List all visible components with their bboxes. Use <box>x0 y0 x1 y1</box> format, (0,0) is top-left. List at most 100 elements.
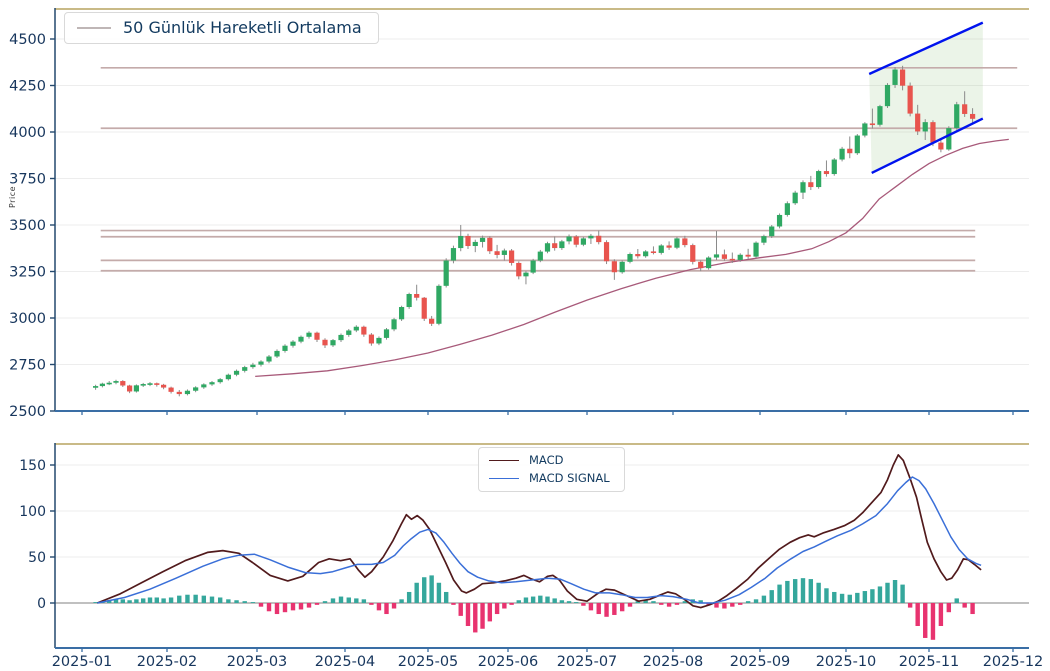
candle <box>209 382 215 385</box>
macd-histogram-bar <box>127 600 132 603</box>
candle <box>391 319 397 330</box>
candle <box>314 332 320 340</box>
macd-histogram-bar <box>885 582 890 603</box>
macd-signal-legend-label: MACD SIGNAL <box>529 471 610 485</box>
x-tick-label: 2025-07 <box>557 654 618 670</box>
candle <box>930 122 936 143</box>
candle <box>745 254 751 257</box>
candle <box>922 122 928 132</box>
candle <box>938 142 944 150</box>
candle <box>854 135 860 154</box>
macd-histogram-bar <box>322 601 328 603</box>
candle <box>627 254 633 262</box>
candle <box>436 285 442 324</box>
macd-histogram-bar <box>361 599 367 603</box>
candle <box>93 386 99 388</box>
macd-histogram-bar <box>242 601 247 603</box>
macd-histogram-bar <box>250 602 256 603</box>
candle <box>588 235 594 239</box>
macd-histogram-bar <box>566 601 572 603</box>
ma-legend: 50 Günlük Hareketli Ortalama <box>64 12 379 44</box>
macd-histogram-bar <box>907 602 913 608</box>
macd-histogram-bar <box>923 602 928 638</box>
y-tick-label: 50 <box>28 550 46 566</box>
candle <box>729 258 735 261</box>
x-tick-label: 2025-09 <box>730 654 791 670</box>
macd-histogram-bar <box>900 584 905 603</box>
macd-histogram-bar <box>487 602 493 622</box>
macd-histogram-bar <box>399 599 404 603</box>
macd-histogram-bar <box>808 579 814 603</box>
macd-histogram-bar <box>282 602 288 613</box>
candle <box>376 337 382 344</box>
candle <box>792 192 798 204</box>
x-tick-label: 2025-08 <box>643 654 704 670</box>
macd-histogram-bar <box>651 601 656 603</box>
candle <box>421 297 427 319</box>
macd-histogram-bar <box>574 602 579 603</box>
candle <box>573 236 579 245</box>
candle <box>823 171 830 175</box>
macd-histogram-bar <box>745 601 751 603</box>
candle <box>266 356 272 362</box>
x-tick-label: 2025-05 <box>398 654 459 670</box>
candle <box>713 254 720 258</box>
macd-histogram-bar <box>93 602 98 603</box>
macd-histogram-bar <box>800 578 806 603</box>
candle <box>501 250 507 255</box>
candle <box>666 245 672 248</box>
candle <box>154 383 160 385</box>
y-tick-label: 4500 <box>9 32 46 48</box>
candle <box>769 226 775 237</box>
macd-histogram-bar <box>258 602 264 607</box>
candle <box>201 384 207 388</box>
candle <box>705 257 712 269</box>
macd-legend-entry: MACD <box>489 453 563 467</box>
macd-histogram-bar <box>643 600 648 603</box>
candle <box>193 387 199 391</box>
candle <box>544 243 551 252</box>
macd-line-sample <box>489 459 519 461</box>
macd-histogram-bar <box>465 602 471 626</box>
macd-histogram-bar <box>666 602 672 607</box>
macd-signal-legend-entry: MACD SIGNAL <box>489 471 610 485</box>
macd-histogram-bar <box>596 602 601 615</box>
candle <box>839 148 845 160</box>
macd-histogram-bar <box>659 602 664 605</box>
candle <box>635 254 641 257</box>
candle <box>690 245 696 262</box>
macd-histogram-bar <box>559 600 565 603</box>
candle <box>472 241 478 247</box>
candle <box>225 374 231 380</box>
x-tick-label: 2025-01 <box>52 654 113 670</box>
macd-histogram-bar <box>523 597 529 603</box>
candle <box>559 241 565 249</box>
ma-legend-label: 50 Günlük Hareketli Ortalama <box>123 18 362 37</box>
macd-histogram-bar <box>369 602 374 605</box>
candle <box>530 260 536 273</box>
macd-histogram-bar <box>376 602 382 611</box>
macd-histogram-bar <box>588 602 594 611</box>
macd-histogram-bar <box>938 602 944 626</box>
macd-histogram-bar <box>769 590 774 603</box>
macd-histogram-bar <box>824 588 829 603</box>
macd-histogram-bar <box>738 602 743 605</box>
candle <box>458 235 464 249</box>
macd-histogram-bar <box>714 602 719 608</box>
macd-histogram-bar <box>354 598 359 603</box>
macd-histogram-bar <box>201 595 207 603</box>
macd-histogram-bar <box>458 602 463 616</box>
macd-histogram-bar <box>209 596 215 603</box>
candle <box>353 326 359 331</box>
macd-histogram-bar <box>177 595 182 603</box>
candle <box>494 251 500 255</box>
macd-legend: MACD MACD SIGNAL <box>478 447 625 492</box>
macd-histogram-bar <box>954 598 959 603</box>
macd-histogram-bar <box>266 602 272 612</box>
candle <box>338 334 344 341</box>
candle <box>877 106 883 125</box>
macd-histogram-bar <box>816 582 821 603</box>
macd-histogram-bar <box>107 600 112 603</box>
macd-histogram-bar <box>509 602 514 605</box>
